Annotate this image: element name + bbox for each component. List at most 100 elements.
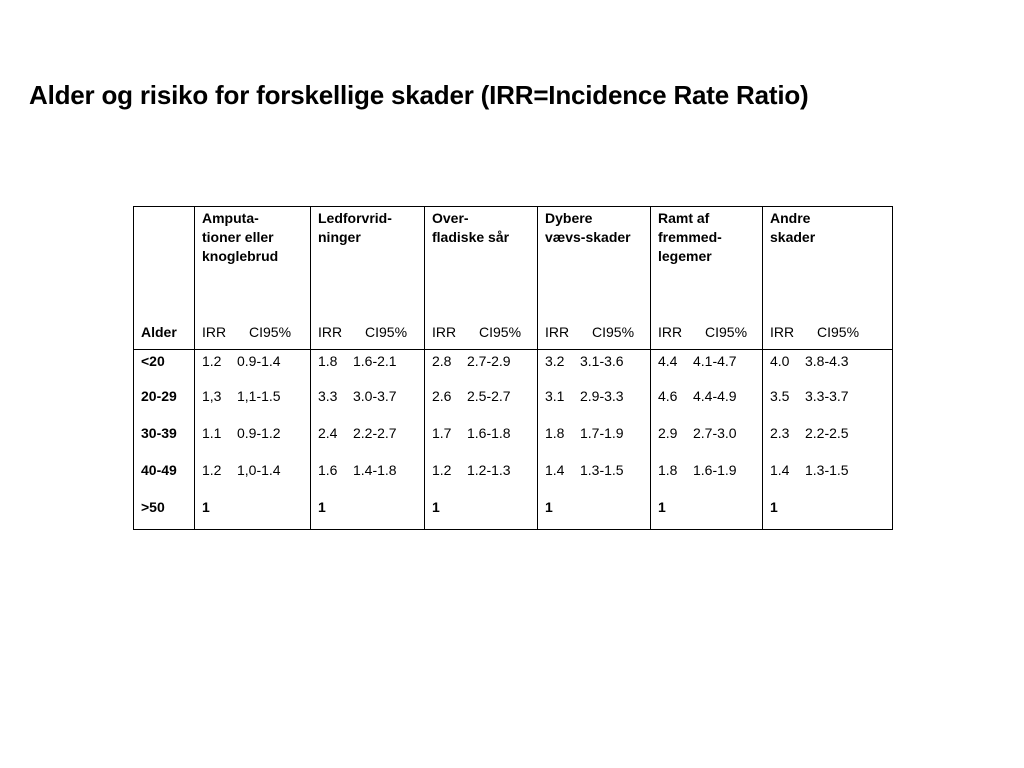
irr-label: IRR <box>770 324 795 340</box>
category-header: Andre skader IRR CI95% <box>762 206 893 350</box>
ci-value: 3.3-3.7 <box>805 388 849 404</box>
value-cell: 3.5 3.3-3.7 <box>762 387 893 424</box>
ci-value: 2.5-2.7 <box>467 388 511 404</box>
ci-value: 2.7-3.0 <box>693 425 737 441</box>
irr-table: Alder Amputa- tioner eller knoglebrud IR… <box>133 206 893 530</box>
sub-labels: IRR CI95% <box>770 323 859 342</box>
reference-cell: 1 <box>650 498 763 530</box>
irr-label: IRR <box>432 324 457 340</box>
ci-value: 2.2-2.7 <box>353 425 397 441</box>
age-column-header: Alder <box>133 206 195 350</box>
sub-labels: IRR CI95% <box>545 323 634 342</box>
value-cell: 4.4 4.1-4.7 <box>650 349 763 387</box>
sub-labels: IRR CI95% <box>658 323 747 342</box>
ci-label: CI95% <box>705 324 748 340</box>
category-header: Ledforvrid- ninger IRR CI95% <box>310 206 425 350</box>
category-name: Over- fladiske sår <box>432 210 510 245</box>
irr-value: 1.4 <box>770 462 790 478</box>
ci-value: 0.9-1.2 <box>237 425 281 441</box>
ci-value: 1.2-1.3 <box>467 462 511 478</box>
value-cell: 2.4 2.2-2.7 <box>310 424 425 461</box>
age-cell: 20-29 <box>133 387 195 424</box>
reference-cell: 1 <box>310 498 425 530</box>
category-name: Ramt af fremmed- legemer <box>658 210 722 264</box>
ci-value: 1.3-1.5 <box>805 462 849 478</box>
irr-value: 1.7 <box>432 425 452 441</box>
ci-value: 3.1-3.6 <box>580 353 624 369</box>
reference-cell: 1 <box>762 498 893 530</box>
sub-labels: IRR CI95% <box>318 323 407 342</box>
sub-labels: IRR CI95% <box>202 323 291 342</box>
value-cell: 1.8 1.6-1.9 <box>650 461 763 498</box>
ci-value: 1.6-1.8 <box>467 425 511 441</box>
category-name: Amputa- tioner eller knoglebrud <box>202 210 279 264</box>
irr-value: 4.0 <box>770 353 790 369</box>
irr-value: 1.4 <box>545 462 565 478</box>
category-header: Dybere vævs-skader IRR CI95% <box>537 206 651 350</box>
value-cell: 4.0 3.8-4.3 <box>762 349 893 387</box>
value-cell: 1.4 1.3-1.5 <box>762 461 893 498</box>
value-cell: 1.2 1.2-1.3 <box>424 461 538 498</box>
reference-cell: 1 <box>194 498 311 530</box>
table-row: <20 1.2 0.9-1.4 1.8 1.6-2.1 2.8 2.7-2.9 3.2… <box>133 349 893 387</box>
irr-value: 2.4 <box>318 425 338 441</box>
value-cell: 1.1 0.9-1.2 <box>194 424 311 461</box>
ci-label: CI95% <box>817 324 860 340</box>
irr-value: 3.3 <box>318 388 338 404</box>
value-cell: 2.9 2.7-3.0 <box>650 424 763 461</box>
slide-title: Alder og risiko for forskellige skader (… <box>29 80 809 110</box>
value-cell: 1.6 1.4-1.8 <box>310 461 425 498</box>
irr-label: IRR <box>658 324 683 340</box>
ci-value: 2.9-3.3 <box>580 388 624 404</box>
ci-label: CI95% <box>249 324 292 340</box>
irr-value: 1.8 <box>545 425 565 441</box>
irr-label: IRR <box>318 324 343 340</box>
irr-value: 3.2 <box>545 353 565 369</box>
ci-value: 2.7-2.9 <box>467 353 511 369</box>
value-cell: 3.3 3.0-3.7 <box>310 387 425 424</box>
irr-value: 1.6 <box>318 462 338 478</box>
category-name: Ledforvrid- ninger <box>318 210 392 245</box>
ci-value: 1.6-2.1 <box>353 353 397 369</box>
irr-value: 3.1 <box>545 388 565 404</box>
ci-value: 1.4-1.8 <box>353 462 397 478</box>
value-cell: 3.2 3.1-3.6 <box>537 349 651 387</box>
irr-value: 1.8 <box>318 353 338 369</box>
ci-value: 1.3-1.5 <box>580 462 624 478</box>
irr-value: 2.6 <box>432 388 452 404</box>
ci-value: 3.0-3.7 <box>353 388 397 404</box>
value-cell: 1.8 1.6-2.1 <box>310 349 425 387</box>
ci-value: 4.4-4.9 <box>693 388 737 404</box>
value-cell: 3.1 2.9-3.3 <box>537 387 651 424</box>
ci-value: 1,0-1.4 <box>237 462 281 478</box>
ci-label: CI95% <box>365 324 408 340</box>
ci-value: 1.6-1.9 <box>693 462 737 478</box>
value-cell: 1.4 1.3-1.5 <box>537 461 651 498</box>
irr-value: 1.1 <box>202 425 222 441</box>
age-cell: 30-39 <box>133 424 195 461</box>
age-header-label: Alder <box>141 324 177 340</box>
ci-value: 3.8-4.3 <box>805 353 849 369</box>
value-cell: 1.7 1.6-1.8 <box>424 424 538 461</box>
reference-cell: 1 <box>537 498 651 530</box>
value-cell: 2.6 2.5-2.7 <box>424 387 538 424</box>
category-name: Dybere vævs-skader <box>545 210 631 245</box>
irr-value: 2.8 <box>432 353 452 369</box>
ci-value: 0.9-1.4 <box>237 353 281 369</box>
irr-value: 4.6 <box>658 388 678 404</box>
value-cell: 1.2 1,0-1.4 <box>194 461 311 498</box>
table-row: 40-49 1.2 1,0-1.4 1.6 1.4-1.8 1.2 1.2-1.3 1… <box>133 461 893 498</box>
irr-value: 1.8 <box>658 462 678 478</box>
table-row: >50 1 1 1 1 1 1 <box>133 498 893 530</box>
irr-value: 2.9 <box>658 425 678 441</box>
irr-label: IRR <box>545 324 570 340</box>
irr-value: 1,3 <box>202 388 222 404</box>
reference-cell: 1 <box>424 498 538 530</box>
table-row: 20-29 1,3 1,1-1.5 3.3 3.0-3.7 2.6 2.5-2.7 3… <box>133 387 893 424</box>
ci-value: 1.7-1.9 <box>580 425 624 441</box>
value-cell: 2.3 2.2-2.5 <box>762 424 893 461</box>
category-header: Over- fladiske sår IRR CI95% <box>424 206 538 350</box>
irr-label: IRR <box>202 324 227 340</box>
ci-value: 4.1-4.7 <box>693 353 737 369</box>
category-header: Ramt af fremmed- legemer IRR CI95% <box>650 206 763 350</box>
